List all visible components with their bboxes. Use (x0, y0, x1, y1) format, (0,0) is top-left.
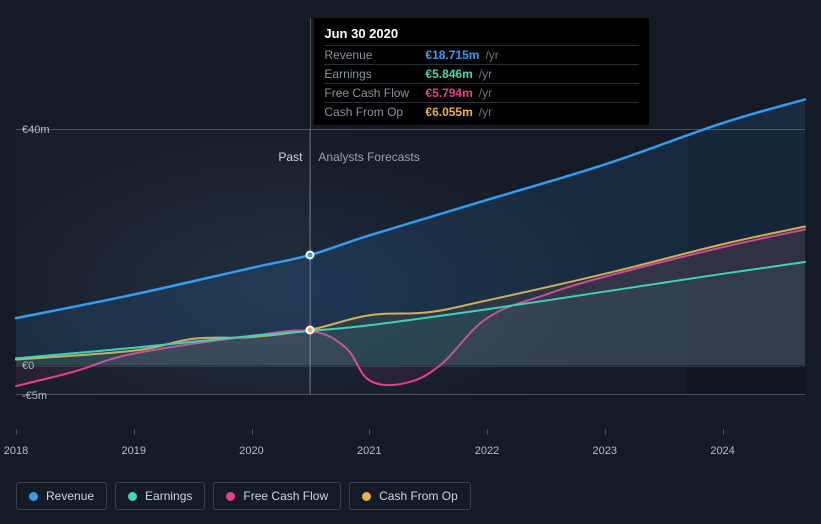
legend-swatch (226, 492, 235, 501)
tooltip-row: Free Cash Flow €5.794m/yr (324, 83, 639, 102)
legend-swatch (128, 492, 137, 501)
legend-label: Revenue (46, 489, 94, 503)
tooltip-row: Revenue €18.715m/yr (324, 45, 639, 64)
tooltip-row: Earnings €5.846m/yr (324, 64, 639, 83)
legend-swatch (362, 492, 371, 501)
hover-marker-revenue (306, 250, 315, 259)
hover-guideline (310, 18, 311, 395)
tooltip-metric-unit: /yr (479, 86, 492, 100)
legend-label: Cash From Op (379, 489, 458, 503)
legend-item-cash-from-op[interactable]: Cash From Op (349, 482, 471, 510)
tooltip-metric-value: €18.715m (425, 48, 479, 62)
legend-swatch (29, 492, 38, 501)
x-tick-label: 2022 (475, 445, 499, 457)
tooltip-metric-label: Earnings (324, 67, 419, 81)
tooltip-row: Cash From Op €6.055m/yr (324, 102, 639, 121)
tooltip-metric-unit: /yr (479, 105, 492, 119)
x-tick-label: 2018 (4, 445, 28, 457)
tooltip-metric-label: Revenue (324, 48, 419, 62)
legend-label: Earnings (145, 489, 192, 503)
tooltip-metric-label: Cash From Op (324, 105, 419, 119)
hover-tooltip: Jun 30 2020 Revenue €18.715m/yr Earnings €5… (314, 18, 649, 125)
tooltip-date: Jun 30 2020 (324, 24, 639, 45)
tooltip-metric-label: Free Cash Flow (324, 86, 419, 100)
legend-label: Free Cash Flow (243, 489, 328, 503)
legend-item-earnings[interactable]: Earnings (115, 482, 205, 510)
x-axis: 2018201920202021202220232024 (16, 445, 805, 465)
x-tick-label: 2023 (593, 445, 617, 457)
tooltip-metric-unit: /yr (485, 48, 498, 62)
hover-marker-cash_from_op (306, 325, 315, 334)
tooltip-metric-unit: /yr (479, 67, 492, 81)
legend-item-revenue[interactable]: Revenue (16, 482, 107, 510)
x-tick-label: 2020 (239, 445, 263, 457)
tooltip-metric-value: €5.846m (425, 67, 472, 81)
x-tick-label: 2024 (710, 445, 734, 457)
section-label-past: Past (278, 150, 302, 164)
x-tick-label: 2019 (122, 445, 146, 457)
tooltip-metric-value: €5.794m (425, 86, 472, 100)
section-label-forecast: Analysts Forecasts (318, 150, 419, 164)
x-tick-label: 2021 (357, 445, 381, 457)
legend-item-free-cash-flow[interactable]: Free Cash Flow (213, 482, 341, 510)
tooltip-metric-value: €6.055m (425, 105, 472, 119)
legend: Revenue Earnings Free Cash Flow Cash From O… (16, 482, 471, 510)
